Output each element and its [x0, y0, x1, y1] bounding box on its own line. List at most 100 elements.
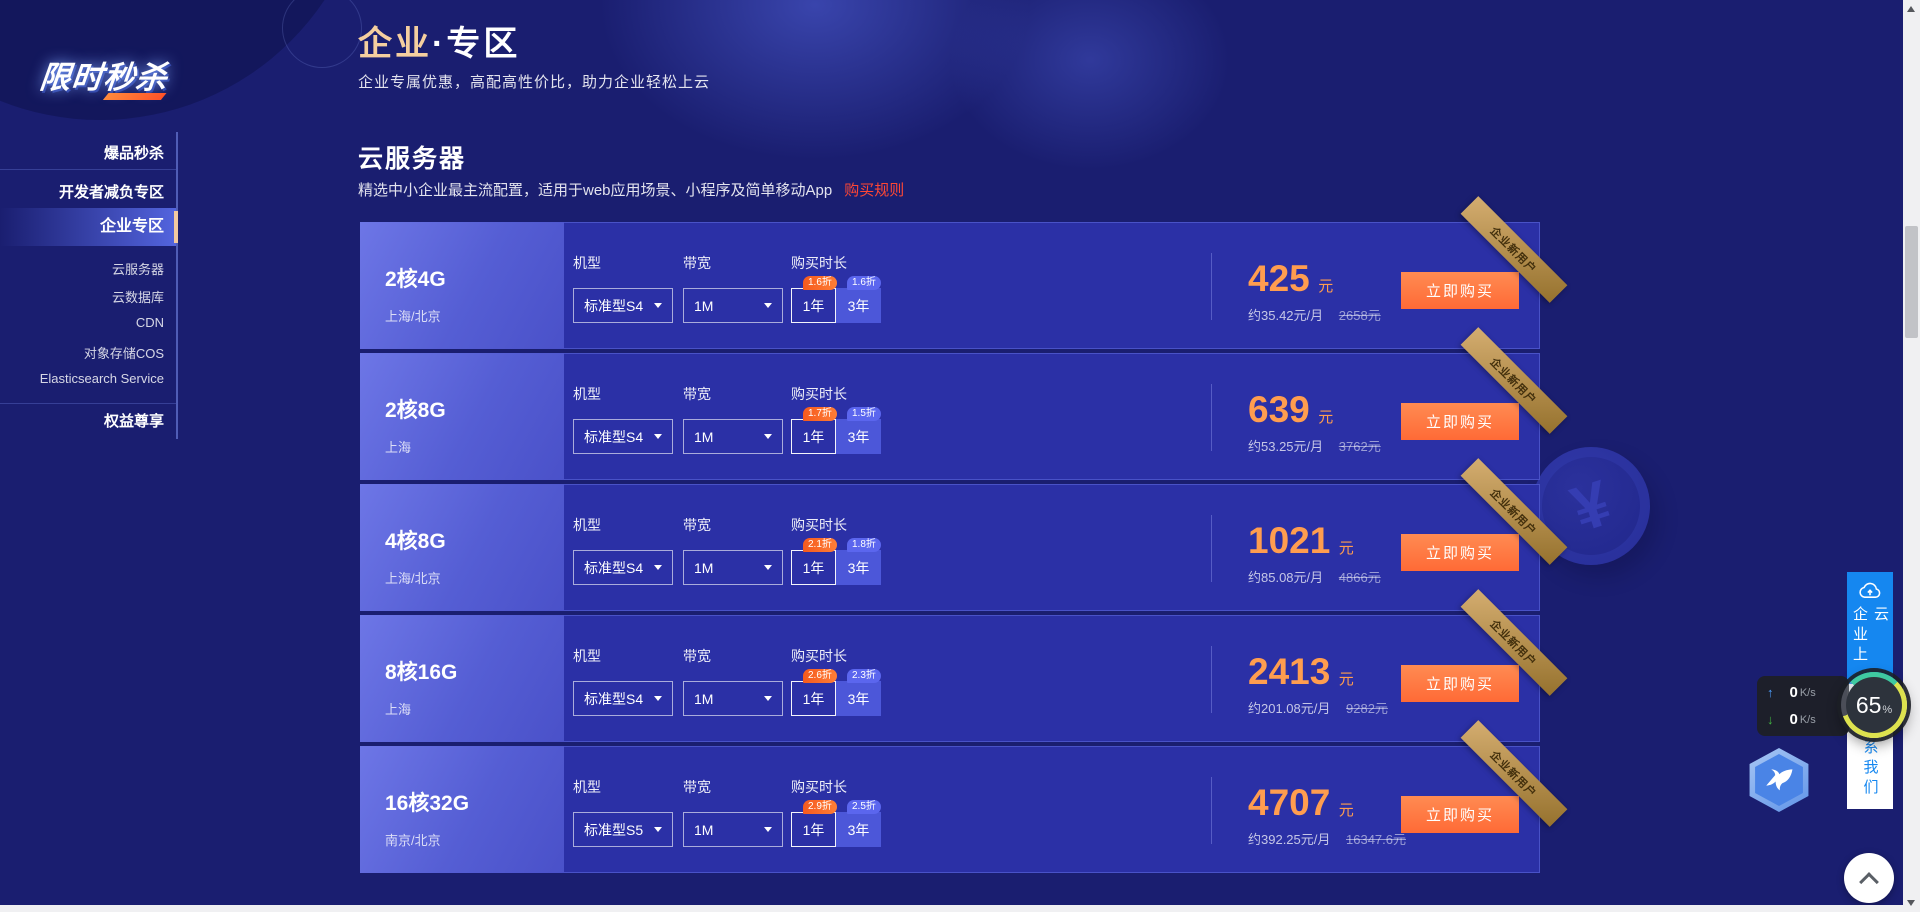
duration-option-3year[interactable]: 3年 — [836, 288, 881, 323]
product-name: 2核8G — [385, 399, 446, 422]
network-speed-widget[interactable]: ↑ 0 K/s ↓ 0 K/s — [1757, 676, 1849, 736]
section-description-text: 精选中小企业最主流配置，适用于web应用场景、小程序及简单移动App — [358, 182, 833, 199]
download-speed-row: ↓ 0 K/s — [1767, 711, 1839, 728]
sidebar-item-benefits[interactable]: 权益尊享 — [103, 413, 164, 430]
price-unit: 元 — [1338, 671, 1354, 688]
machine-type-group: 机型 标准型S5 — [573, 777, 673, 847]
purchase-rules-link[interactable]: 购买规则 — [844, 182, 905, 199]
machine-type-select[interactable]: 标准型S4 — [573, 681, 673, 716]
monthly-price: 约85.08元/月 — [1248, 570, 1324, 585]
bird-icon — [1766, 769, 1793, 791]
price-details: 约53.25元/月 3762元 — [1248, 436, 1381, 455]
product-config-panel: 8核16G 上海 — [360, 615, 564, 742]
duration-option-1year-selected[interactable]: 1年 — [791, 550, 836, 585]
scrollbar-thumb[interactable] — [1905, 226, 1918, 338]
contact-us-label: 联系我们 — [1861, 719, 1879, 799]
bandwidth-select[interactable]: 1M — [683, 812, 783, 847]
buy-now-button[interactable]: 立即购买 — [1401, 796, 1519, 833]
sidebar-item-clouddb[interactable]: 云数据库 — [111, 290, 164, 305]
sidebar: 限时秒杀 爆品秒杀 开发者减负专区 企业专区 云服务器 云数据库 CDN 对象存… — [0, 0, 178, 912]
enterprise-cloud-button[interactable]: 企业上云 — [1847, 572, 1893, 684]
sidebar-item-enterprise-zone[interactable]: 企业专区 — [0, 208, 178, 246]
duration-option-1year-selected[interactable]: 1年 — [791, 288, 836, 323]
product-config-panel: 2核4G 上海/北京 — [360, 222, 564, 349]
machine-type-select[interactable]: 标准型S5 — [573, 812, 673, 847]
bird-badge-inner — [1755, 754, 1803, 806]
bandwidth-value: 1M — [694, 821, 714, 838]
machine-type-value: 标准型S4 — [584, 690, 644, 707]
duration-option-3year[interactable]: 3年 — [836, 681, 881, 716]
page-title-rest: 专区 — [446, 25, 521, 63]
bird-app-badge[interactable] — [1749, 748, 1809, 812]
horizontal-scrollbar[interactable] — [0, 905, 1903, 912]
page-title-accent: 企业 — [358, 25, 432, 63]
page-title-separator: · — [432, 25, 447, 63]
progress-unit: % — [1882, 704, 1893, 716]
enterprise-cloud-label: 企业上云 — [1851, 605, 1889, 666]
machine-type-select[interactable]: 标准型S4 — [573, 288, 673, 323]
bandwidth-select[interactable]: 1M — [683, 550, 783, 585]
original-price: 2658元 — [1338, 308, 1381, 323]
duration-option-1year-selected[interactable]: 1年 — [791, 681, 836, 716]
bandwidth-group: 带宽 1M — [683, 384, 783, 454]
sidebar-item-cvm[interactable]: 云服务器 — [111, 262, 164, 277]
bandwidth-select[interactable]: 1M — [683, 288, 783, 323]
monthly-price: 约392.25元/月 — [1248, 832, 1331, 847]
product-region: 上海/北京 — [385, 571, 441, 586]
original-price: 16347.6元 — [1346, 832, 1406, 847]
vertical-scrollbar[interactable] — [1903, 0, 1920, 912]
machine-type-value: 标准型S4 — [584, 559, 644, 576]
scrollbar-up-arrow[interactable] — [1907, 6, 1915, 12]
progress-value: 65 — [1855, 691, 1882, 718]
bandwidth-select[interactable]: 1M — [683, 681, 783, 716]
sidebar-item-cdn[interactable]: CDN — [135, 315, 164, 330]
sidebar-item-elasticsearch[interactable]: Elasticsearch Service — [39, 371, 164, 386]
price-details: 约85.08元/月 4866元 — [1248, 567, 1381, 586]
buy-now-button[interactable]: 立即购买 — [1401, 272, 1519, 309]
product-region: 上海/北京 — [385, 309, 441, 324]
sidebar-item-developer-zone[interactable]: 开发者减负专区 — [58, 184, 164, 201]
duration-option-3year[interactable]: 3年 — [836, 419, 881, 454]
machine-type-select[interactable]: 标准型S4 — [573, 419, 673, 454]
machine-type-group: 机型 标准型S4 — [573, 515, 673, 585]
upload-speed-row: ↑ 0 K/s — [1767, 684, 1839, 701]
flash-sale-logo: 限时秒杀 — [38, 52, 171, 97]
machine-type-value: 标准型S5 — [584, 821, 644, 838]
scrollbar-down-arrow[interactable] — [1907, 900, 1915, 906]
duration-option-3year[interactable]: 3年 — [836, 550, 881, 585]
discount-badge-1y: 2.9折 — [803, 800, 837, 814]
machine-type-select[interactable]: 标准型S4 — [573, 550, 673, 585]
bandwidth-label: 带宽 — [683, 386, 711, 402]
duration-options: 1.7折 1.5折 1年 3年 — [791, 407, 881, 454]
product-card-list: 企业新用户 2核4G 上海/北京 机型 标准型S4 带宽 1M — [360, 196, 1568, 877]
price-divider — [1211, 253, 1212, 320]
monthly-price: 约201.08元/月 — [1248, 701, 1331, 716]
machine-type-group: 机型 标准型S4 — [573, 384, 673, 454]
machine-type-value: 标准型S4 — [584, 297, 644, 314]
duration-options: 2.6折 2.3折 1年 3年 — [791, 669, 881, 716]
duration-group: 购买时长 1.7折 1.5折 1年 3年 — [791, 384, 881, 454]
price-value: 639 — [1248, 389, 1310, 430]
discount-badge-3y: 1.5折 — [847, 407, 881, 421]
chevron-down-icon — [764, 827, 772, 832]
progress-ring-widget[interactable]: 65 % — [1841, 672, 1907, 738]
duration-group: 购买时长 1.6折 1.6折 1年 3年 — [791, 253, 881, 323]
scroll-to-top-button[interactable] — [1844, 853, 1894, 903]
buy-now-button[interactable]: 立即购买 — [1401, 403, 1519, 440]
duration-label: 购买时长 — [791, 255, 847, 271]
duration-option-3year[interactable]: 3年 — [836, 812, 881, 847]
chevron-down-icon — [764, 303, 772, 308]
bandwidth-value: 1M — [694, 690, 714, 707]
chevron-down-icon — [764, 696, 772, 701]
price-details: 约201.08元/月 9282元 — [1248, 698, 1388, 717]
bandwidth-select[interactable]: 1M — [683, 419, 783, 454]
buy-now-button[interactable]: 立即购买 — [1401, 665, 1519, 702]
buy-now-button[interactable]: 立即购买 — [1401, 534, 1519, 571]
duration-option-1year-selected[interactable]: 1年 — [791, 419, 836, 454]
chevron-down-icon — [654, 434, 662, 439]
sidebar-item-cos[interactable]: 对象存储COS — [83, 346, 164, 361]
duration-option-1year-selected[interactable]: 1年 — [791, 812, 836, 847]
chevron-down-icon — [654, 696, 662, 701]
sidebar-item-hot-seckill[interactable]: 爆品秒杀 — [103, 145, 164, 162]
